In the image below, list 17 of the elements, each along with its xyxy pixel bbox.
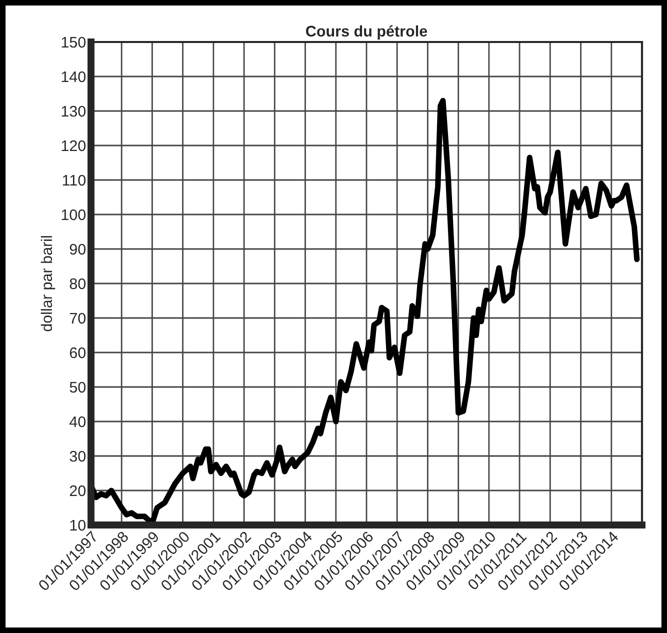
y-tick-label: 130 [62,106,86,117]
y-axis-title: dollar par baril [40,236,56,332]
chart-title: Cours du pétrole [306,25,428,40]
y-tick-label: 80 [70,278,86,290]
y-tick-label: 50 [70,382,86,393]
y-tick-label: 70 [70,312,86,324]
y-tick-label: 140 [62,71,86,82]
y-tick-label: 60 [70,347,86,358]
y-tick-label: 150 [62,36,86,48]
y-tick-label: 10 [70,520,86,531]
y-tick-label: 40 [70,416,86,428]
y-tick-label: 120 [62,140,86,152]
y-tick-label: 110 [62,174,86,186]
y-tick-label: 30 [70,450,86,462]
y-tick-label: 100 [62,209,86,220]
y-tick-label: 90 [70,244,86,255]
y-tick-label: 20 [70,485,86,496]
